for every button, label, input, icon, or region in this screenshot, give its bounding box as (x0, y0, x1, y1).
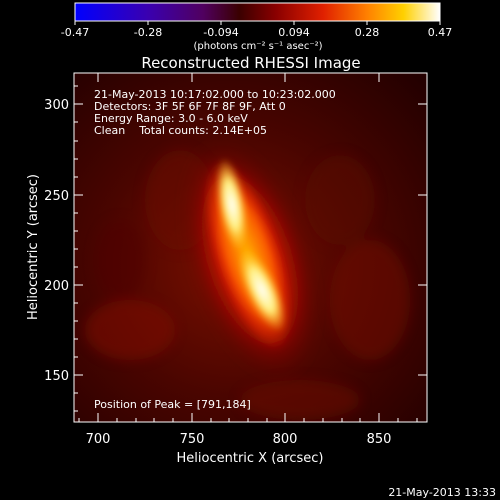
x-tick-label: 700 (86, 432, 111, 447)
x-axis-label: Heliocentric X (arcsec) (177, 451, 324, 466)
detectors-text: Detectors: 3F 5F 6F 7F 8F 9F, Att 0 (94, 100, 286, 113)
peak-position-text: Position of Peak = [791,184] (94, 398, 251, 411)
colorbar-tick-label: -0.47 (61, 26, 89, 39)
y-tick-label: 200 (44, 279, 69, 294)
y-tick-label: 250 (44, 189, 69, 204)
x-tick-label: 850 (367, 432, 392, 447)
plot-frame (73, 72, 428, 423)
x-tick-label: 800 (273, 432, 298, 447)
energy-range-text: Energy Range: 3.0 - 6.0 keV (94, 112, 248, 125)
y-tick-label: 300 (44, 98, 69, 113)
solar-image (74, 73, 427, 422)
colorbar-tick-label: 0.47 (428, 26, 453, 39)
method-counts-text: Clean Total counts: 2.14E+05 (94, 124, 267, 137)
y-tick-label: 150 (44, 369, 69, 384)
colorbar-ticks (74, 21, 441, 25)
flare-source (181, 139, 319, 381)
colorbar (74, 2, 441, 22)
x-tick-label: 750 (180, 432, 205, 447)
image-title: Reconstructed RHESSI Image (141, 54, 360, 72)
colorbar-tick-label: 0.28 (355, 26, 380, 39)
colorbar-tick-label: -0.28 (134, 26, 162, 39)
colorbar-unit-label: (photons cm⁻² s⁻¹ asec⁻²) (193, 41, 322, 52)
time-range-text: 21-May-2013 10:17:02.000 to 10:23:02.000 (94, 88, 336, 101)
colorbar-tick-label: 0.094 (278, 26, 310, 39)
timestamp: 21-May-2013 13:33 (388, 486, 496, 499)
axis-ticks (74, 73, 427, 422)
y-axis-label: Heliocentric Y (arcsec) (26, 174, 41, 320)
colorbar-tick-label: -0.094 (203, 26, 238, 39)
